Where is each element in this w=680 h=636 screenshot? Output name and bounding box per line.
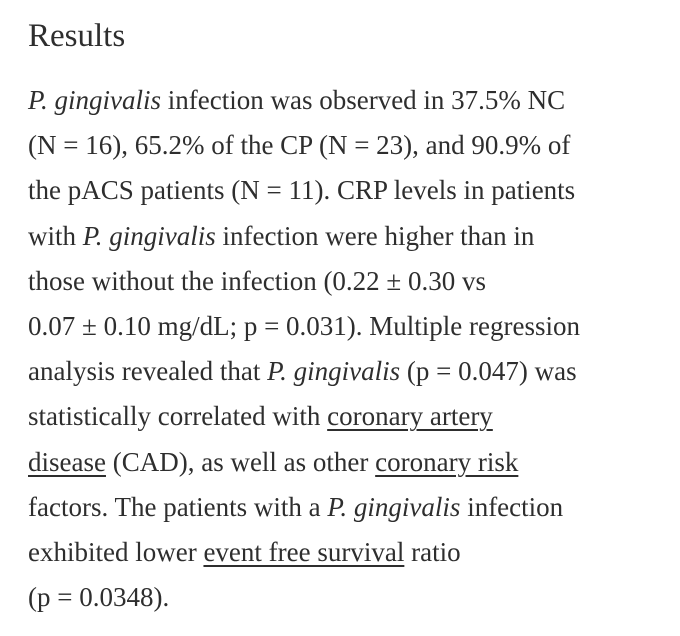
text-line: statistically correlated with coronary a… (28, 394, 668, 439)
text: 0.07 ± 0.10 mg/dL; p = 0.031). Multiple … (28, 310, 580, 341)
text: infection (460, 491, 564, 522)
italic-text: P. gingivalis (28, 85, 162, 115)
text: with (28, 220, 83, 251)
text: infection was observed in 37.5% NC (161, 85, 566, 115)
text: exhibited lower (28, 536, 204, 567)
text-line: (p = 0.0348). (28, 575, 668, 620)
italic-text: P. gingivalis (327, 491, 461, 522)
text-line: disease (CAD), as well as other coronary… (28, 440, 668, 485)
text: factors. The patients with a (28, 491, 328, 522)
text-line: (N = 16), 65.2% of the CP (N = 23), and … (28, 123, 668, 168)
text: (CAD), as well as other (105, 446, 376, 477)
text: the pACS patients (N = 11). CRP levels i… (28, 175, 576, 206)
text: ratio (404, 536, 461, 567)
section-heading: Results (28, 18, 126, 54)
paragraph: P. gingivalis infection was observed in … (28, 78, 668, 620)
italic-text: P. gingivalis (82, 220, 216, 251)
link[interactable]: coronary risk (375, 446, 519, 477)
link[interactable]: event free survival (203, 536, 405, 567)
text: infection were higher than in (215, 220, 535, 251)
link[interactable]: coronary artery (327, 401, 493, 432)
text-line: exhibited lower event free survival rati… (28, 530, 668, 575)
text-line: those without the infection (0.22 ± 0.30… (28, 259, 668, 304)
text-line: 0.07 ± 0.10 mg/dL; p = 0.031). Multiple … (28, 304, 668, 349)
text: statistically correlated with (28, 401, 328, 432)
text: (p = 0.047) was (400, 356, 577, 387)
text: analysis revealed that (28, 356, 268, 387)
text-line: with P. gingivalis infection were higher… (28, 214, 668, 259)
text-line: P. gingivalis infection was observed in … (28, 78, 668, 123)
text-line: factors. The patients with a P. gingival… (28, 485, 668, 530)
link[interactable]: disease (28, 446, 106, 477)
text-line: the pACS patients (N = 11). CRP levels i… (28, 168, 668, 213)
italic-text: P. gingivalis (267, 356, 401, 387)
text-line: analysis revealed that P. gingivalis (p … (28, 349, 668, 394)
text: (N = 16), 65.2% of the CP (N = 23), and … (28, 130, 571, 161)
text: (p = 0.0348). (28, 582, 170, 613)
text: those without the infection (0.22 ± 0.30… (28, 265, 487, 296)
